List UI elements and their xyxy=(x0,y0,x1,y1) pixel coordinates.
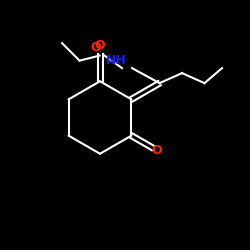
Text: O: O xyxy=(95,39,105,52)
Text: NH: NH xyxy=(106,54,127,67)
Text: O: O xyxy=(151,144,162,156)
Text: O: O xyxy=(90,41,101,54)
